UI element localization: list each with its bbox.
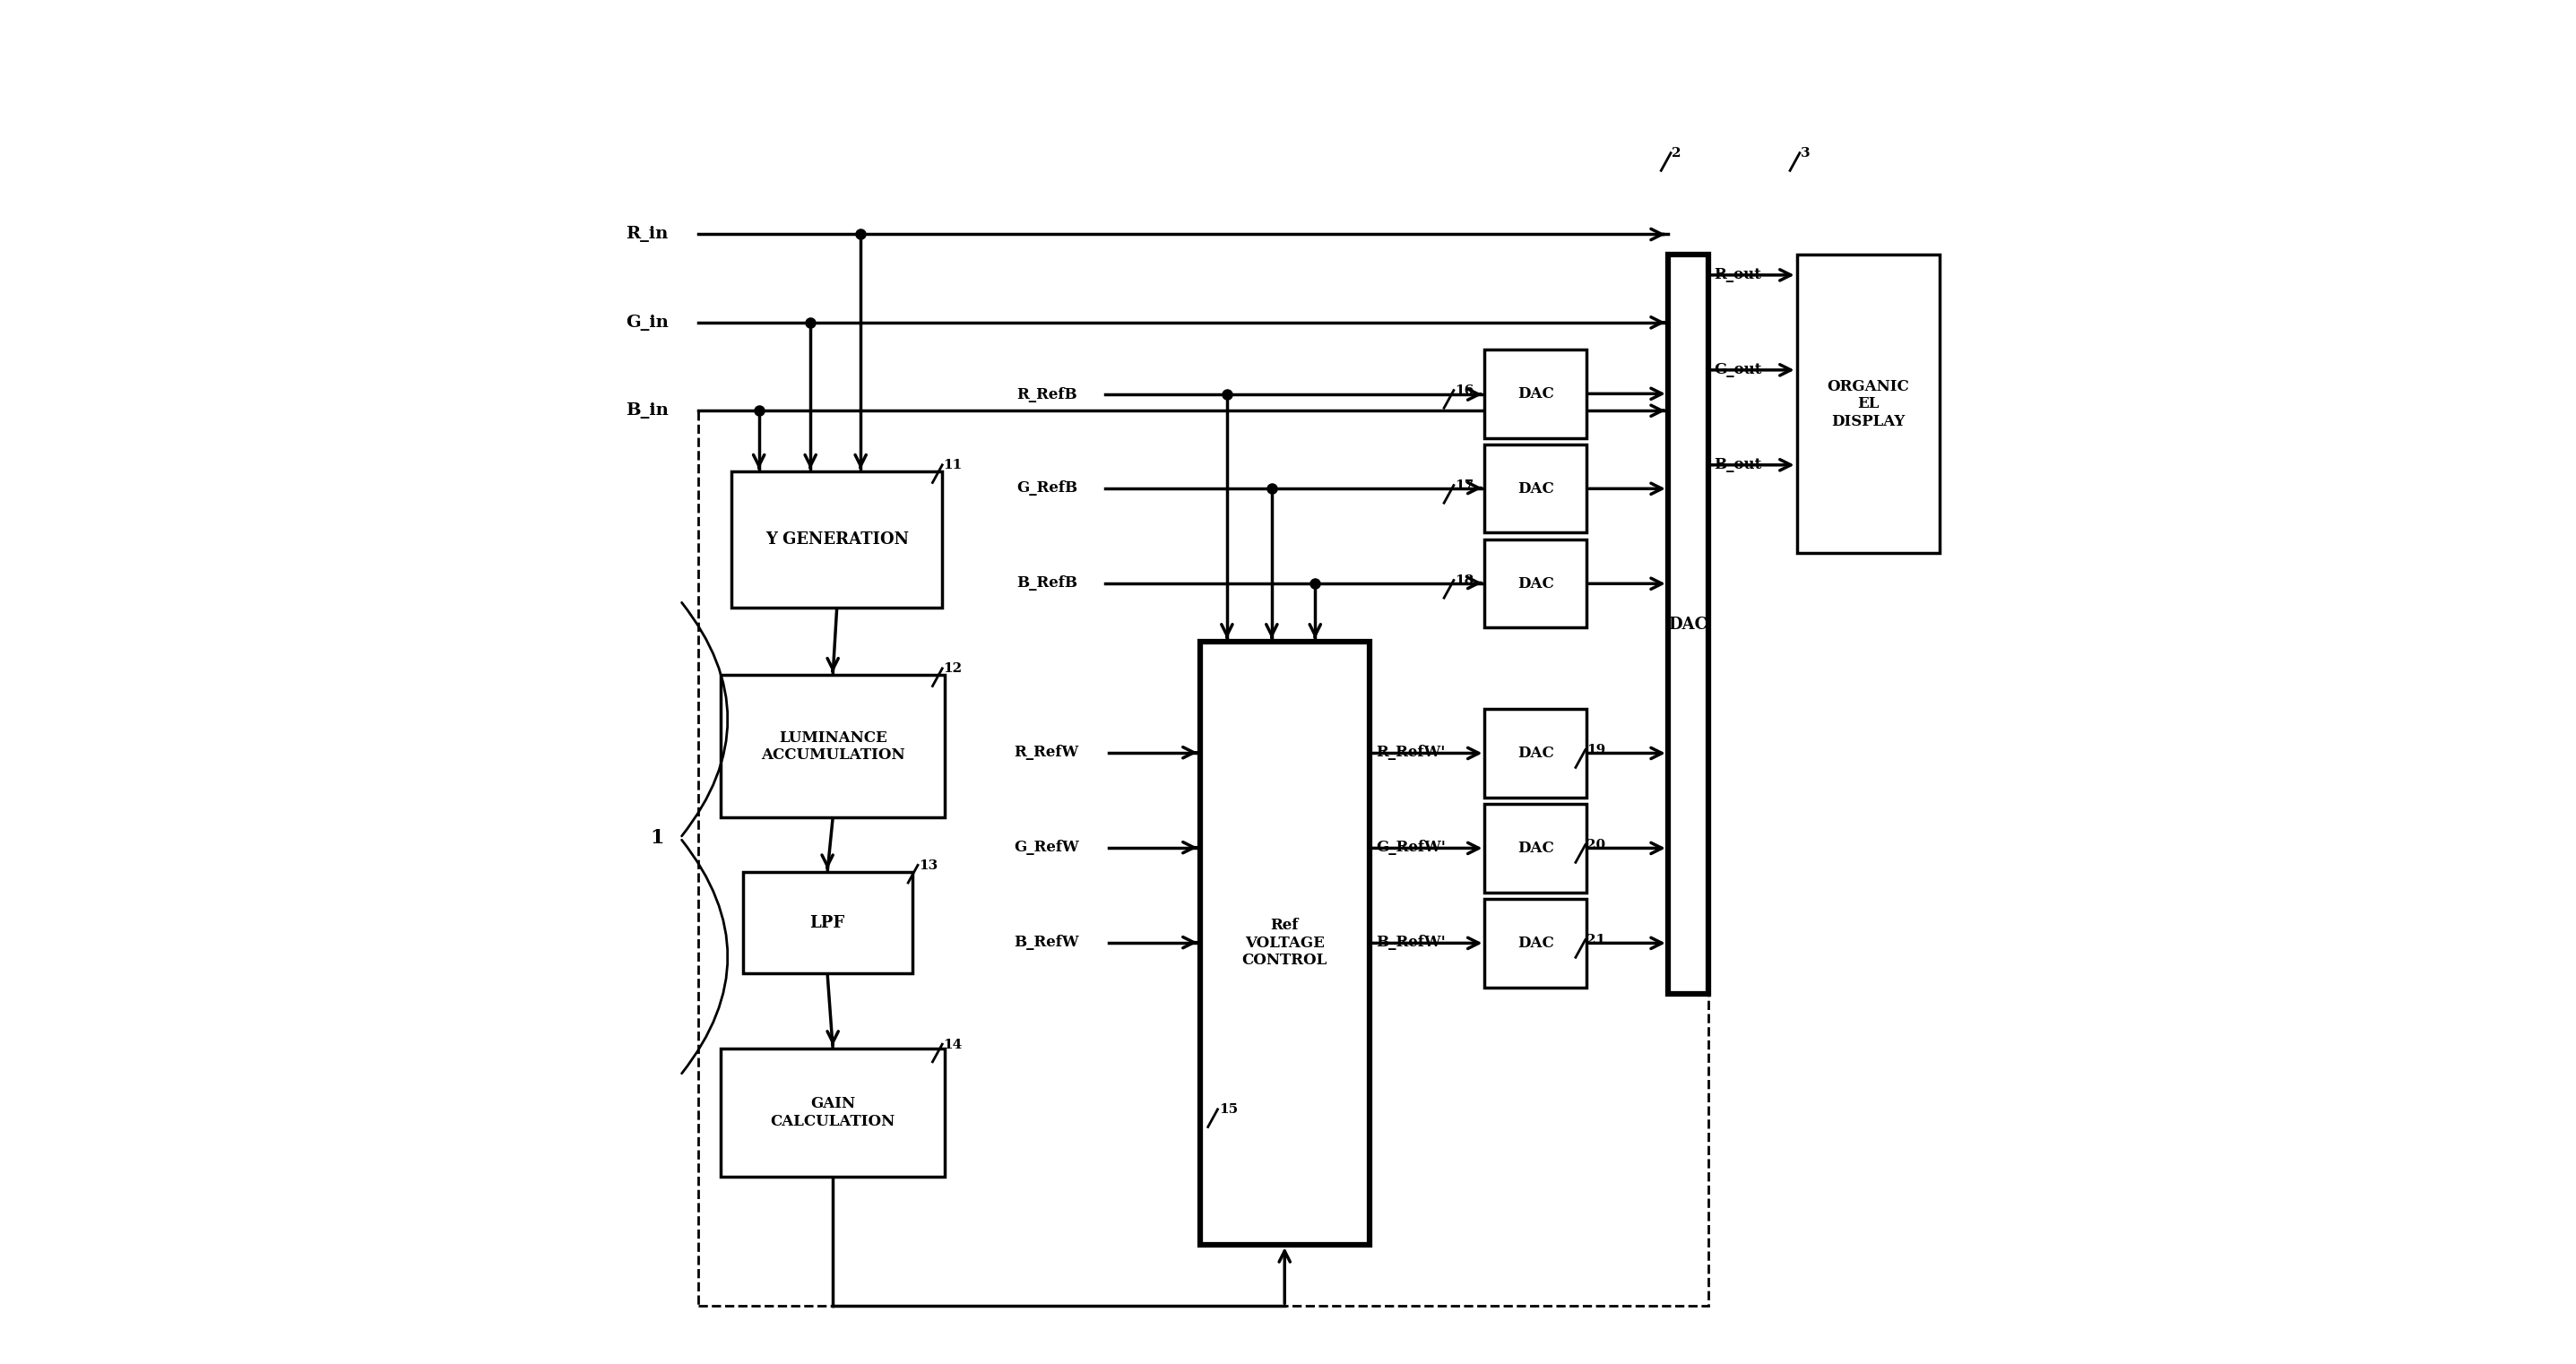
FancyBboxPatch shape [1667, 255, 1708, 994]
Text: 11: 11 [943, 460, 963, 472]
Text: 18: 18 [1455, 574, 1473, 587]
Text: 19: 19 [1587, 745, 1605, 757]
FancyBboxPatch shape [721, 1049, 945, 1177]
FancyBboxPatch shape [1484, 349, 1587, 438]
Text: 2: 2 [1672, 147, 1682, 160]
Text: 1: 1 [649, 828, 665, 848]
Text: R_out: R_out [1713, 267, 1762, 282]
Text: DAC: DAC [1517, 840, 1553, 855]
FancyBboxPatch shape [1484, 445, 1587, 533]
Text: G_RefW: G_RefW [1015, 840, 1079, 855]
Text: R_RefW': R_RefW' [1376, 745, 1445, 760]
Text: Ref
VOLTAGE
CONTROL: Ref VOLTAGE CONTROL [1242, 918, 1327, 968]
Text: 21: 21 [1587, 934, 1605, 947]
Text: R_RefW: R_RefW [1015, 745, 1079, 760]
Text: DAC: DAC [1517, 481, 1553, 496]
Text: 14: 14 [943, 1038, 963, 1052]
FancyBboxPatch shape [1484, 805, 1587, 892]
Text: B_RefW': B_RefW' [1376, 934, 1445, 951]
Text: B_RefW: B_RefW [1015, 934, 1079, 951]
FancyBboxPatch shape [1798, 255, 1940, 554]
Text: G_RefW': G_RefW' [1376, 840, 1445, 855]
Text: DAC: DAC [1517, 386, 1553, 401]
Text: R_in: R_in [626, 226, 667, 243]
Text: 12: 12 [943, 663, 963, 675]
Text: DAC: DAC [1517, 576, 1553, 591]
FancyBboxPatch shape [742, 872, 912, 974]
Text: G_in: G_in [626, 315, 670, 330]
Text: 16: 16 [1455, 385, 1473, 397]
Text: 13: 13 [920, 859, 938, 872]
Text: 15: 15 [1218, 1103, 1236, 1116]
Text: GAIN
CALCULATION: GAIN CALCULATION [770, 1097, 896, 1129]
Text: R_RefB: R_RefB [1018, 387, 1077, 402]
Text: DAC: DAC [1669, 617, 1708, 633]
Text: DAC: DAC [1517, 936, 1553, 951]
Text: B_out: B_out [1713, 457, 1762, 472]
Text: 20: 20 [1587, 839, 1605, 851]
Text: LUMINANCE
ACCUMULATION: LUMINANCE ACCUMULATION [760, 730, 904, 762]
Text: 3: 3 [1801, 147, 1811, 160]
Text: ORGANIC
EL
DISPLAY: ORGANIC EL DISPLAY [1826, 379, 1909, 430]
Text: LPF: LPF [809, 915, 845, 930]
FancyBboxPatch shape [1200, 641, 1370, 1245]
FancyBboxPatch shape [1484, 709, 1587, 798]
FancyBboxPatch shape [721, 675, 945, 817]
Text: Y GENERATION: Y GENERATION [765, 532, 909, 547]
Text: 17: 17 [1455, 480, 1473, 492]
Text: G_out: G_out [1713, 363, 1762, 378]
FancyBboxPatch shape [1484, 899, 1587, 988]
Text: G_RefB: G_RefB [1018, 480, 1077, 495]
FancyBboxPatch shape [732, 472, 943, 607]
Text: DAC: DAC [1517, 746, 1553, 761]
Text: B_in: B_in [626, 402, 670, 419]
FancyBboxPatch shape [1484, 540, 1587, 627]
Text: B_RefB: B_RefB [1018, 576, 1077, 591]
